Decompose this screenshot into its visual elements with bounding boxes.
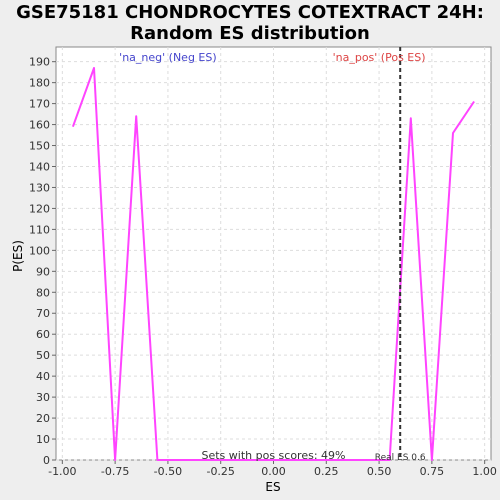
y-tick-label: 20 <box>36 412 50 425</box>
y-tick-label: 110 <box>29 223 50 236</box>
y-tick-label: 0 <box>43 454 50 467</box>
y-tick-label: 130 <box>29 181 50 194</box>
sets-with-pos-scores-label: Sets with pos scores: 49% <box>201 449 345 462</box>
x-tick-label: 0.50 <box>367 465 392 478</box>
y-tick-label: 120 <box>29 202 50 215</box>
y-tick-label: 80 <box>36 286 50 299</box>
y-tick-label: 70 <box>36 307 50 320</box>
x-tick-label: 0.25 <box>314 465 339 478</box>
annotations: 'na_neg' (Neg ES) 'na_pos' (Pos ES) Sets w… <box>119 47 426 463</box>
y-tick-label: 170 <box>29 98 50 111</box>
x-tick-label: 0.75 <box>420 465 445 478</box>
x-tick-label: -0.25 <box>206 465 234 478</box>
pos-es-label: 'na_pos' (Pos ES) <box>333 51 426 64</box>
y-axis: 0 10 20 30 40 50 60 70 80 90 100 110 120 130 140 150 160… <box>29 56 56 467</box>
x-tick-label: 0.00 <box>261 465 286 478</box>
y-tick-label: 160 <box>29 119 50 132</box>
y-tick-label: 140 <box>29 160 50 173</box>
y-tick-label: 40 <box>36 370 50 383</box>
y-tick-label: 50 <box>36 349 50 362</box>
x-axis-label: ES <box>265 480 280 494</box>
y-tick-label: 150 <box>29 140 50 153</box>
x-tick-label: -0.50 <box>154 465 182 478</box>
series-group <box>71 67 475 461</box>
x-axis: -1.00 -0.75 -0.50 -0.25 0.00 0.25 0.50 0.75 1.00 <box>48 460 497 478</box>
y-tick-label: 60 <box>36 328 50 341</box>
chart-title-line-1: GSE75181 CHONDROCYTES COTEXTRACT 24H: <box>16 2 484 23</box>
es-distribution-line <box>71 67 475 461</box>
neg-es-label: 'na_neg' (Neg ES) <box>119 51 216 64</box>
y-tick-label: 190 <box>29 56 50 69</box>
x-tick-label: -0.75 <box>101 465 129 478</box>
real-es-label: Real ES 0.6 <box>375 453 426 463</box>
grid-lines <box>56 47 491 461</box>
y-tick-label: 180 <box>29 77 50 90</box>
y-tick-label: 90 <box>36 265 50 278</box>
y-tick-label: 30 <box>36 391 50 404</box>
y-tick-label: 100 <box>29 244 50 257</box>
x-tick-label: -1.00 <box>48 465 76 478</box>
chart-title: GSE75181 CHONDROCYTES COTEXTRACT 24H: Ra… <box>0 2 500 44</box>
y-tick-label: 10 <box>36 433 50 446</box>
y-axis-label: P(ES) <box>11 240 25 272</box>
x-tick-label: 1.00 <box>472 465 497 478</box>
chart-title-line-2: Random ES distribution <box>130 23 370 44</box>
